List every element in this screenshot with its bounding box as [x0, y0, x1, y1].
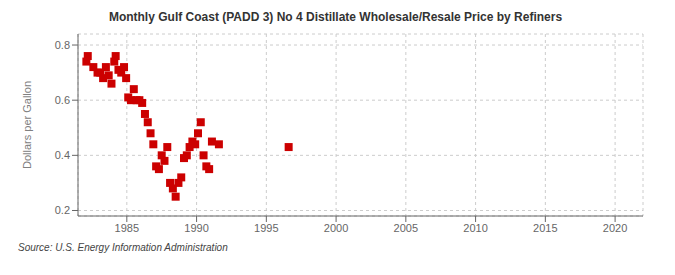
svg-text:0.2: 0.2 — [55, 204, 70, 216]
svg-text:2005: 2005 — [394, 222, 418, 234]
svg-text:1990: 1990 — [184, 222, 208, 234]
html-text:Monthly Gulf Coast (PADD 3) No: Monthly Gulf Coast (PADD 3) No 4 Distill… — [108, 10, 563, 24]
svg-text:2010: 2010 — [463, 222, 487, 234]
svg-text:2020: 2020 — [603, 222, 627, 234]
svg-text:2015: 2015 — [533, 222, 557, 234]
svg-text:1985: 1985 — [115, 222, 139, 234]
svg-text:Dollars per Gallon: Dollars per Gallon — [21, 81, 33, 169]
svg-text:0.8: 0.8 — [55, 39, 70, 51]
svg-text:0.6: 0.6 — [55, 94, 70, 106]
svg-text:0.4: 0.4 — [55, 149, 70, 161]
html-text:Source: U.S. Energy Informatio: Source: U.S. Energy Information Administ… — [18, 242, 228, 253]
svg-text:2000: 2000 — [324, 222, 348, 234]
svg-text:1995: 1995 — [254, 222, 278, 234]
